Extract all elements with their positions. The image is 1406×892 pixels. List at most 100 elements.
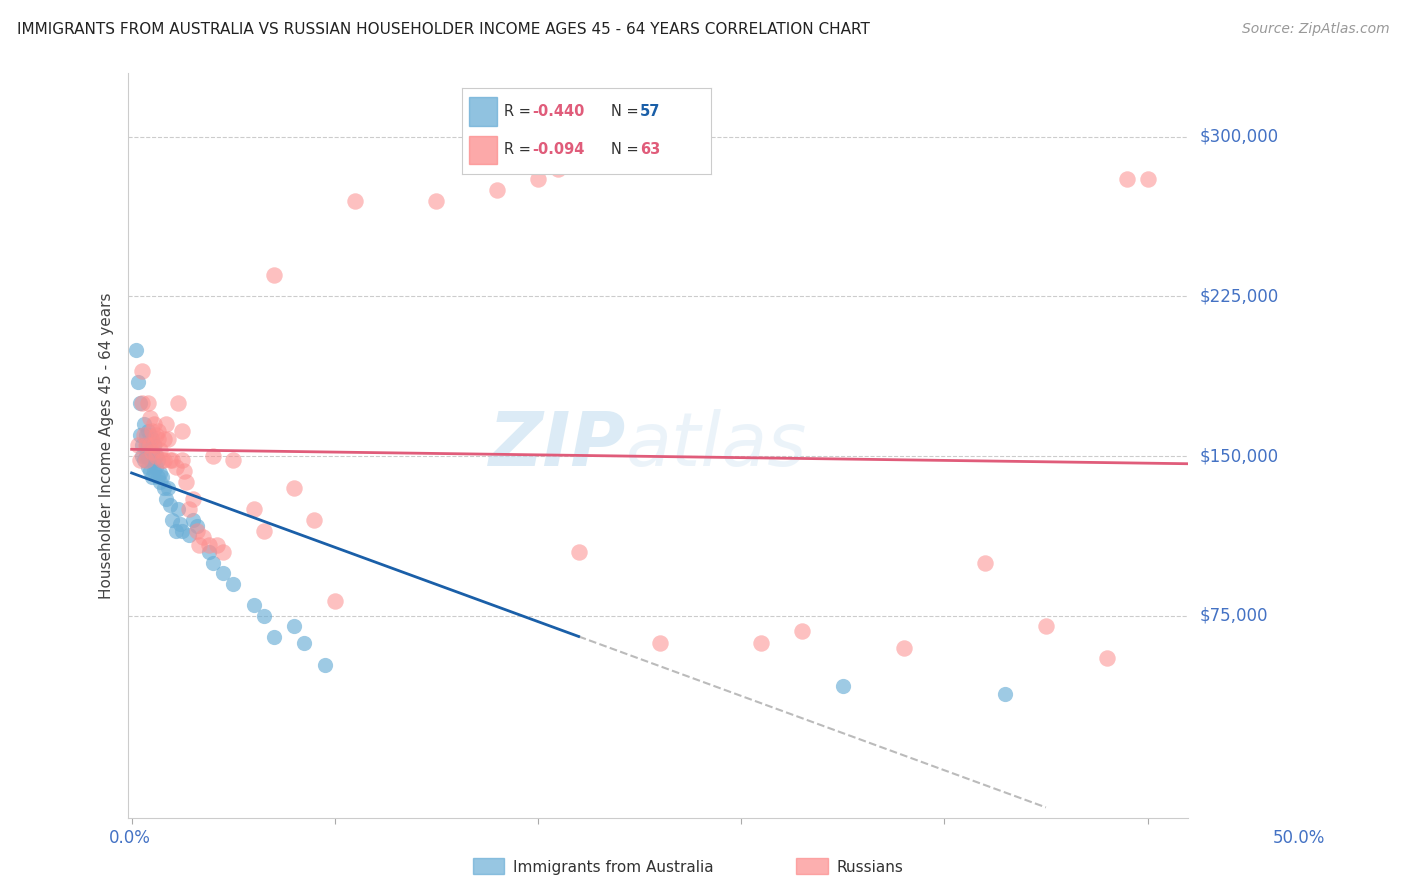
Point — [139, 410, 162, 425]
Point — [181, 513, 204, 527]
Point — [128, 453, 150, 467]
Point — [141, 424, 163, 438]
Point — [155, 491, 177, 506]
Point — [145, 427, 167, 442]
Point — [155, 417, 177, 432]
Point — [165, 459, 187, 474]
Bar — [796, 858, 828, 874]
Point — [136, 438, 159, 452]
Point — [131, 449, 153, 463]
Point — [283, 619, 305, 633]
Point — [181, 491, 204, 506]
Point — [201, 556, 224, 570]
Point — [145, 449, 167, 463]
Point — [150, 470, 173, 484]
Point — [242, 598, 264, 612]
Text: IMMIGRANTS FROM AUSTRALIA VS RUSSIAN HOUSEHOLDER INCOME AGES 45 - 64 YEARS CORRE: IMMIGRANTS FROM AUSTRALIA VS RUSSIAN HOU… — [17, 22, 870, 37]
Point — [283, 481, 305, 495]
Point — [131, 364, 153, 378]
Point — [131, 438, 153, 452]
Point — [139, 464, 162, 478]
Point — [751, 636, 773, 650]
Point — [135, 438, 157, 452]
Point — [212, 545, 235, 559]
Point — [141, 445, 163, 459]
Point — [1035, 619, 1057, 633]
Point — [135, 449, 157, 463]
Point — [169, 517, 191, 532]
Text: Russians: Russians — [837, 861, 904, 875]
Point — [263, 630, 285, 644]
Point — [143, 438, 166, 452]
Point — [136, 449, 159, 463]
Point — [187, 539, 209, 553]
Point — [172, 424, 194, 438]
Y-axis label: Householder Income Ages 45 - 64 years: Householder Income Ages 45 - 64 years — [100, 293, 114, 599]
Point — [176, 475, 198, 489]
Point — [139, 438, 162, 452]
Point — [831, 679, 853, 693]
Point — [157, 481, 180, 495]
Point — [212, 566, 235, 581]
Point — [1095, 651, 1118, 665]
Point — [486, 183, 509, 197]
Text: $75,000: $75,000 — [1199, 607, 1268, 624]
Point — [145, 449, 167, 463]
Point — [547, 161, 569, 176]
Point — [125, 343, 148, 357]
Point — [425, 194, 447, 208]
Point — [162, 513, 184, 527]
Point — [1136, 172, 1159, 186]
Point — [186, 524, 208, 538]
Point — [304, 513, 326, 527]
Text: Immigrants from Australia: Immigrants from Australia — [513, 861, 714, 875]
Point — [146, 470, 169, 484]
Text: $225,000: $225,000 — [1199, 287, 1278, 305]
Point — [143, 438, 166, 452]
Point — [146, 432, 169, 446]
Text: $300,000: $300,000 — [1199, 128, 1278, 145]
Point — [177, 528, 200, 542]
Point — [994, 688, 1017, 702]
Bar — [472, 858, 505, 874]
Point — [139, 427, 162, 442]
Point — [153, 432, 176, 446]
Point — [263, 268, 285, 282]
Point — [165, 524, 187, 538]
Point — [162, 453, 184, 467]
Point — [527, 172, 550, 186]
Point — [135, 453, 157, 467]
Text: Source: ZipAtlas.com: Source: ZipAtlas.com — [1241, 22, 1389, 37]
Point — [143, 464, 166, 478]
Point — [198, 545, 221, 559]
Text: atlas: atlas — [626, 409, 807, 482]
Point — [132, 427, 155, 442]
Point — [146, 453, 169, 467]
Point — [149, 442, 172, 457]
Point — [141, 453, 163, 467]
Point — [173, 464, 195, 478]
Point — [222, 453, 245, 467]
Point — [132, 417, 155, 432]
Point — [150, 453, 173, 467]
Point — [146, 424, 169, 438]
Point — [1116, 172, 1139, 186]
Point — [568, 545, 591, 559]
Point — [127, 438, 149, 452]
Point — [143, 417, 166, 432]
Point — [131, 396, 153, 410]
Point — [177, 502, 200, 516]
Point — [143, 453, 166, 467]
Point — [253, 524, 276, 538]
Point — [136, 396, 159, 410]
Point — [141, 445, 163, 459]
Text: $150,000: $150,000 — [1199, 447, 1278, 465]
Point — [648, 636, 671, 650]
Point — [139, 453, 162, 467]
Point — [893, 640, 915, 655]
Point — [141, 432, 163, 446]
Point — [198, 539, 221, 553]
Point — [135, 427, 157, 442]
Point — [790, 624, 813, 638]
Point — [344, 194, 367, 208]
